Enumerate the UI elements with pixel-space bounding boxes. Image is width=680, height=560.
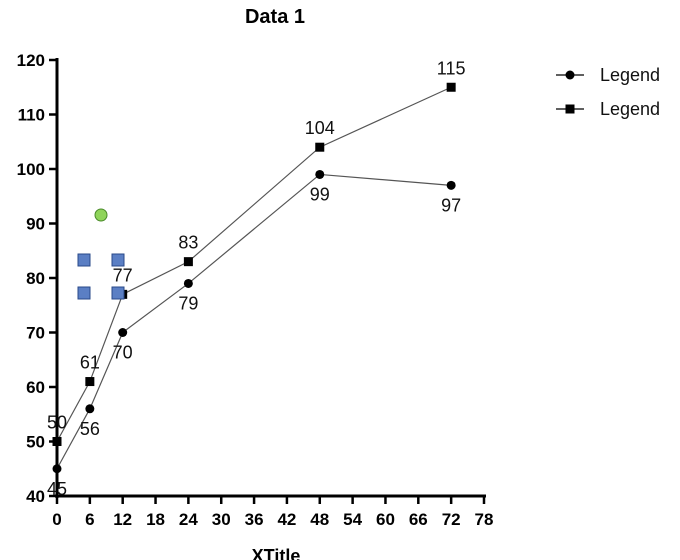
y-tick-label: 100 — [17, 160, 45, 179]
data-label: 45 — [47, 479, 67, 499]
data-point — [183, 257, 193, 267]
rotate-handle[interactable] — [94, 208, 108, 222]
data-label: 97 — [441, 195, 461, 215]
x-axis-title: XTitle — [252, 546, 301, 560]
data-point — [85, 404, 95, 414]
data-label: 70 — [113, 343, 133, 363]
selection-handle-top-right[interactable] — [111, 253, 125, 267]
x-tick-label: 54 — [343, 510, 362, 529]
x-tick-label: 6 — [85, 510, 94, 529]
data-label: 115 — [437, 58, 466, 78]
data-point — [52, 437, 62, 446]
series-line — [56, 173, 452, 470]
x-tick-label: 60 — [376, 510, 395, 529]
data-point — [118, 328, 128, 337]
data-point — [85, 377, 95, 387]
x-tick-label: 12 — [113, 510, 132, 529]
selection-handle-bottom-left[interactable] — [77, 286, 91, 300]
data-label: 61 — [80, 353, 100, 373]
data-label: 77 — [113, 265, 133, 285]
chart-title: Data 1 — [245, 6, 305, 28]
x-tick-label: 30 — [212, 510, 231, 529]
y-tick-label: 50 — [26, 433, 45, 452]
data-label: 99 — [310, 184, 330, 204]
data-label: 79 — [178, 293, 198, 313]
legend-marker-square — [565, 104, 575, 114]
y-tick-label: 90 — [26, 215, 45, 234]
legend-label: Legend — [600, 99, 660, 119]
y-tick-label: 80 — [26, 269, 45, 288]
data-label: 56 — [80, 419, 100, 439]
x-tick-label: 18 — [146, 510, 165, 529]
x-tick-label: 42 — [277, 510, 296, 529]
x-tick-label: 48 — [310, 510, 329, 529]
legend-label: Legend — [600, 65, 660, 85]
data-point — [315, 142, 325, 152]
series-line — [56, 86, 452, 442]
data-point — [446, 180, 456, 190]
data-point — [446, 82, 456, 92]
series-1: 45 56 70 79 99 97 — [47, 169, 461, 499]
legend: Legend Legend — [556, 65, 660, 119]
data-point — [52, 464, 62, 474]
x-tick-label: 0 — [52, 510, 61, 529]
selection-handle-bottom-right[interactable] — [111, 286, 125, 300]
series-2: 50 61 77 83 104 115 — [47, 58, 466, 446]
x-tick-label: 72 — [442, 510, 461, 529]
data-label: 50 — [47, 413, 67, 433]
data-label: 83 — [178, 233, 198, 253]
series-layer: 45 56 70 79 99 97 50 61 77 83 104 115 — [47, 58, 466, 499]
x-tick-label: 24 — [179, 510, 198, 529]
y-tick-label: 120 — [17, 51, 45, 70]
data-point — [183, 278, 193, 288]
selection-handles[interactable] — [77, 208, 125, 300]
y-tick-label: 60 — [26, 378, 45, 397]
data-label: 104 — [305, 118, 335, 138]
x-tick-label: 66 — [409, 510, 428, 529]
legend-marker-circle — [565, 70, 575, 80]
y-tick-label: 70 — [26, 324, 45, 343]
x-tick-label: 36 — [245, 510, 264, 529]
data-point — [315, 169, 325, 179]
x-tick-label: 78 — [475, 510, 494, 529]
y-tick-label: 40 — [26, 487, 45, 506]
y-tick-label: 110 — [18, 106, 45, 125]
selection-handle-top-left[interactable] — [77, 253, 91, 267]
